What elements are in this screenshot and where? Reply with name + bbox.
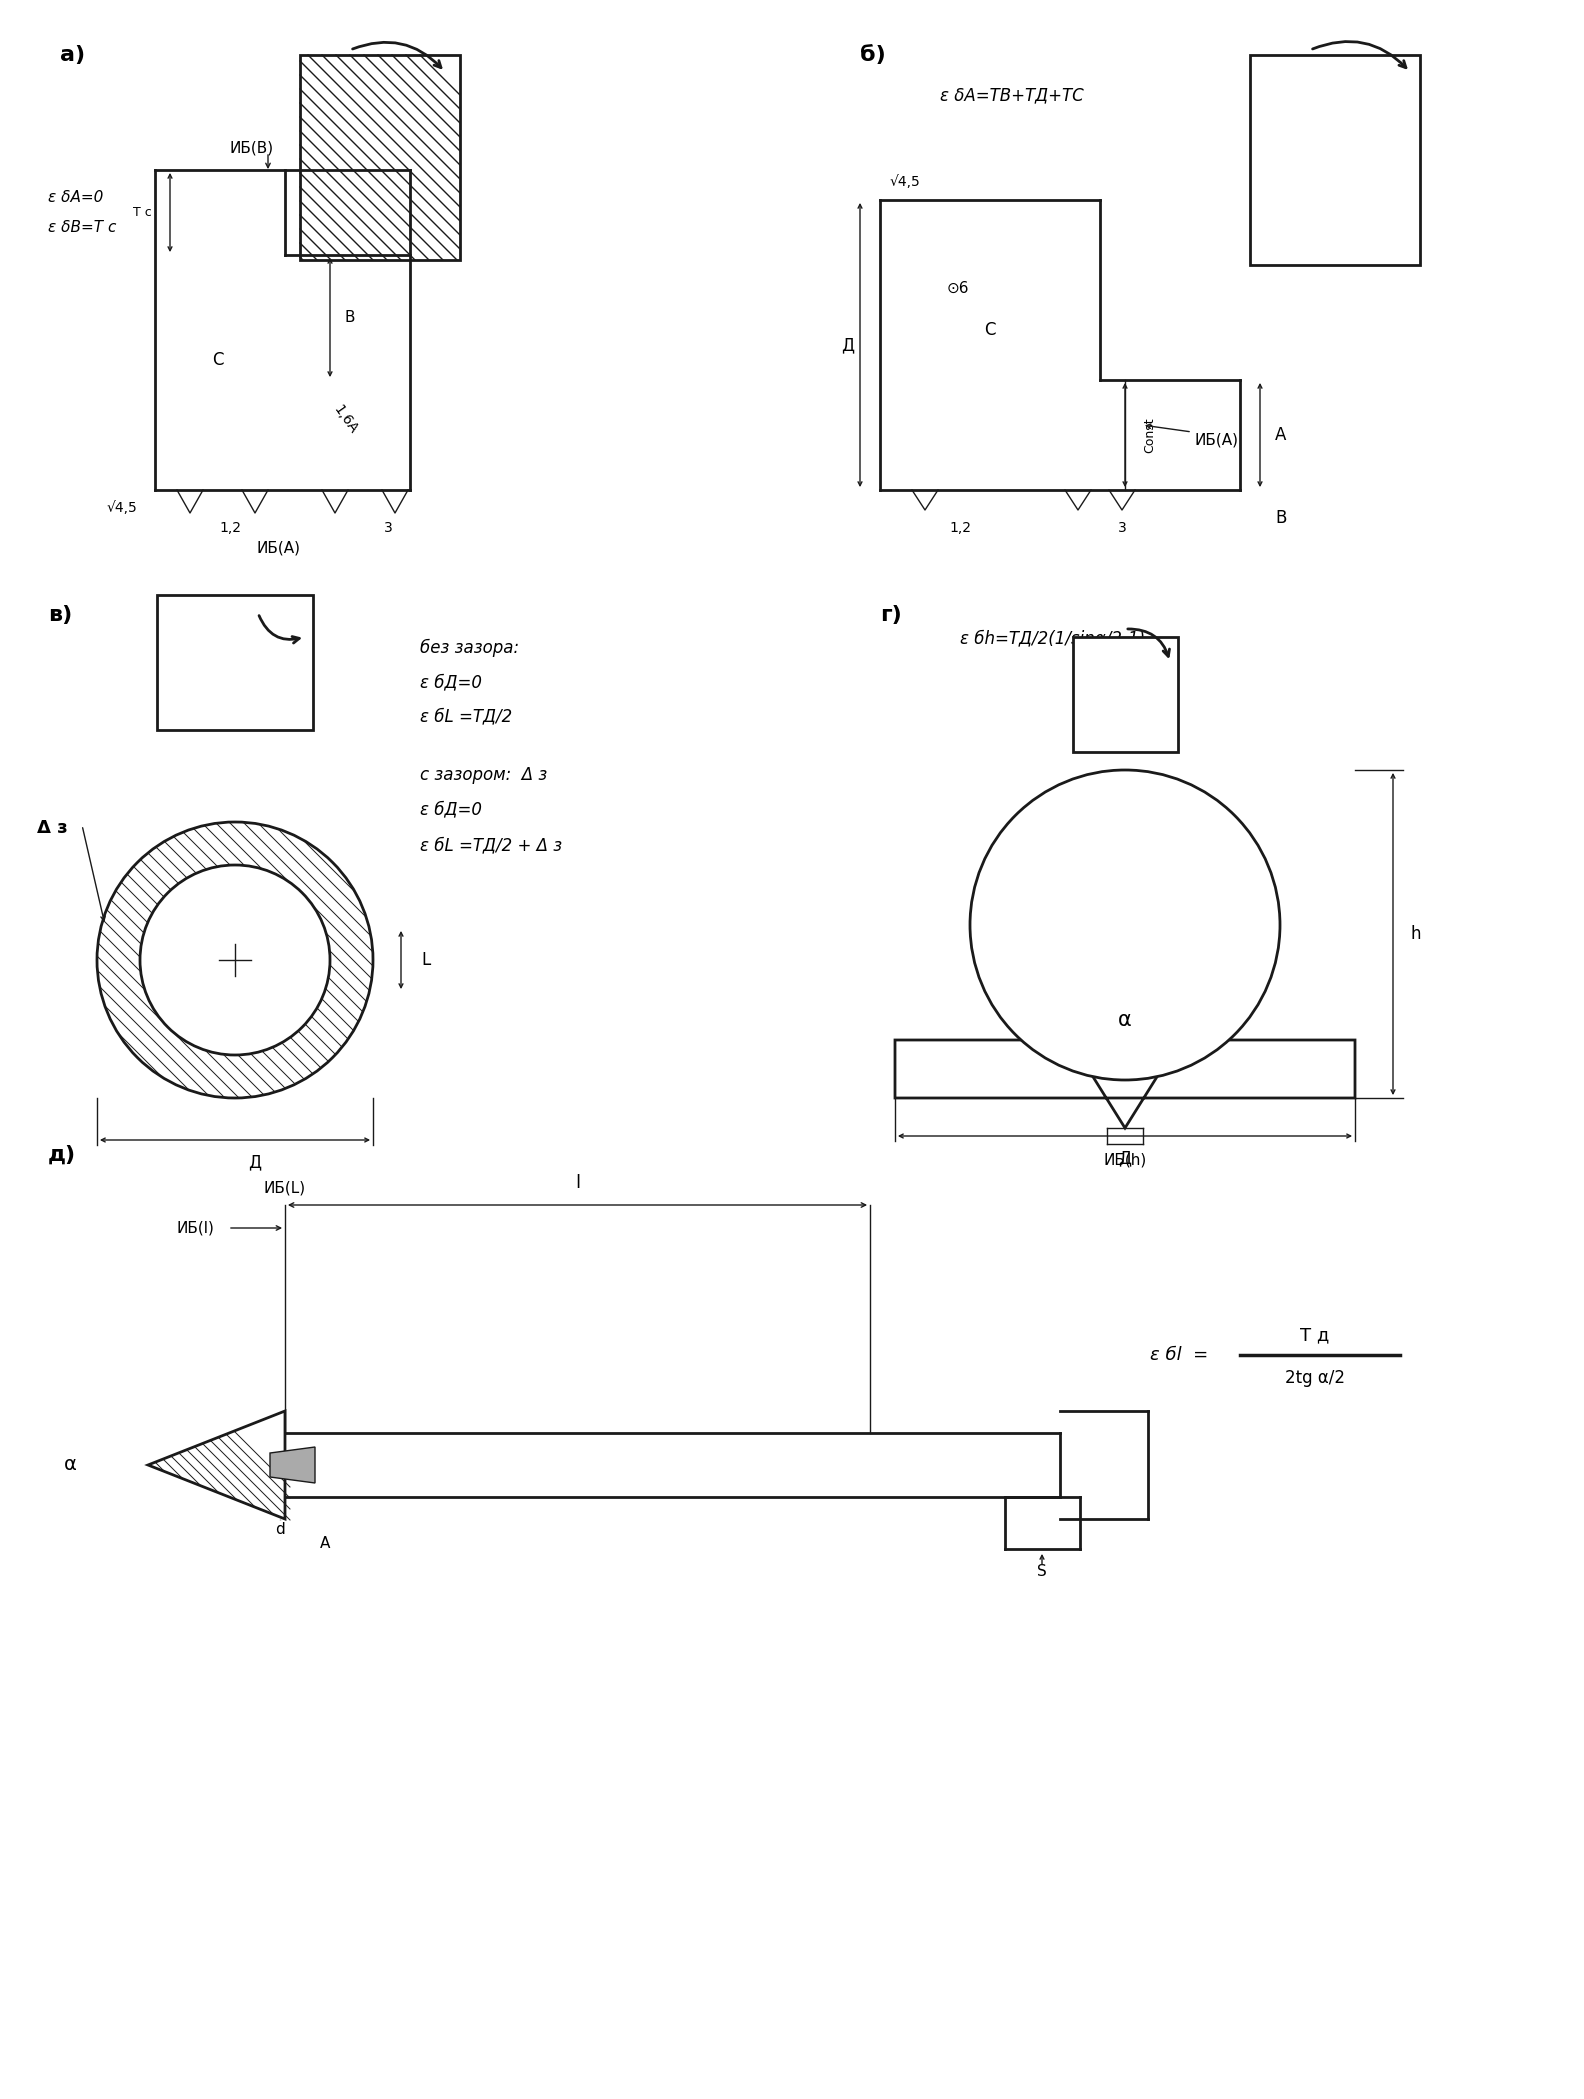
Circle shape (139, 865, 329, 1056)
Text: С: С (984, 321, 996, 340)
Polygon shape (269, 1446, 315, 1484)
Text: d: d (276, 1522, 285, 1536)
Text: ε бL =ТД/2: ε бL =ТД/2 (420, 707, 512, 724)
Text: L: L (421, 951, 431, 970)
Text: ИБ(А): ИБ(А) (257, 542, 299, 556)
Text: ИБ(В): ИБ(В) (230, 141, 274, 155)
Polygon shape (1250, 55, 1419, 264)
Text: Д: Д (249, 1152, 261, 1171)
Text: √4,5: √4,5 (106, 502, 138, 514)
Text: 3: 3 (1118, 521, 1126, 535)
Text: ε δВ=Т с: ε δВ=Т с (48, 220, 116, 235)
Polygon shape (1072, 636, 1178, 751)
Text: ИБ(h): ИБ(h) (1104, 1152, 1147, 1167)
Text: а): а) (60, 44, 86, 65)
Text: В: В (345, 311, 355, 325)
Polygon shape (157, 594, 314, 730)
Text: ИБ(L): ИБ(L) (265, 1180, 306, 1196)
Text: ε бД=0: ε бД=0 (420, 674, 482, 691)
Circle shape (97, 823, 372, 1098)
Text: ε δА=ТВ+ТД+ТС: ε δА=ТВ+ТД+ТС (939, 86, 1083, 105)
Text: α: α (1118, 1010, 1133, 1031)
Text: б): б) (860, 44, 885, 65)
Text: с зазором:  Δ з: с зазором: Δ з (420, 766, 546, 785)
Text: Д: Д (1118, 1148, 1131, 1167)
Text: С: С (212, 351, 223, 369)
Text: l: l (575, 1173, 580, 1192)
Text: ε бД=0: ε бД=0 (420, 800, 482, 819)
Polygon shape (895, 1039, 1354, 1127)
Text: h: h (1411, 926, 1421, 942)
Text: в): в) (48, 605, 73, 626)
Text: S: S (1038, 1564, 1047, 1578)
Polygon shape (299, 55, 459, 260)
Text: А: А (1275, 426, 1286, 445)
Text: 2tg α/2: 2tg α/2 (1285, 1369, 1345, 1387)
Text: г): г) (881, 605, 901, 626)
Polygon shape (147, 1411, 285, 1520)
Circle shape (969, 770, 1280, 1081)
Text: Т с: Т с (133, 206, 152, 218)
Text: 1,2: 1,2 (949, 521, 971, 535)
Text: ε бl  =: ε бl = (1150, 1345, 1209, 1364)
Text: ε бL =ТД/2 + Δ з: ε бL =ТД/2 + Δ з (420, 835, 562, 854)
Text: д): д) (48, 1144, 76, 1165)
Text: ИБ(l): ИБ(l) (176, 1220, 214, 1236)
Text: 1,2: 1,2 (219, 521, 241, 535)
Text: ИБ(А): ИБ(А) (1194, 432, 1239, 447)
Text: α: α (63, 1455, 76, 1473)
Text: без зазора:: без зазора: (420, 638, 520, 657)
Text: В: В (1275, 508, 1286, 527)
Text: 3: 3 (383, 521, 393, 535)
Text: A: A (320, 1536, 329, 1551)
Text: Δ з: Δ з (36, 819, 67, 838)
Text: √4,5: √4,5 (890, 174, 920, 189)
Text: ε δА=0: ε δА=0 (48, 191, 103, 206)
Text: Const: Const (1144, 418, 1156, 453)
Text: Д: Д (841, 336, 854, 355)
Text: ε бh=ТД/2(1/sinα/2-1): ε бh=ТД/2(1/sinα/2-1) (960, 630, 1145, 646)
Text: Т д: Т д (1300, 1327, 1329, 1343)
Text: ⊙6: ⊙6 (947, 281, 969, 296)
Text: 1,6А: 1,6А (329, 403, 360, 437)
